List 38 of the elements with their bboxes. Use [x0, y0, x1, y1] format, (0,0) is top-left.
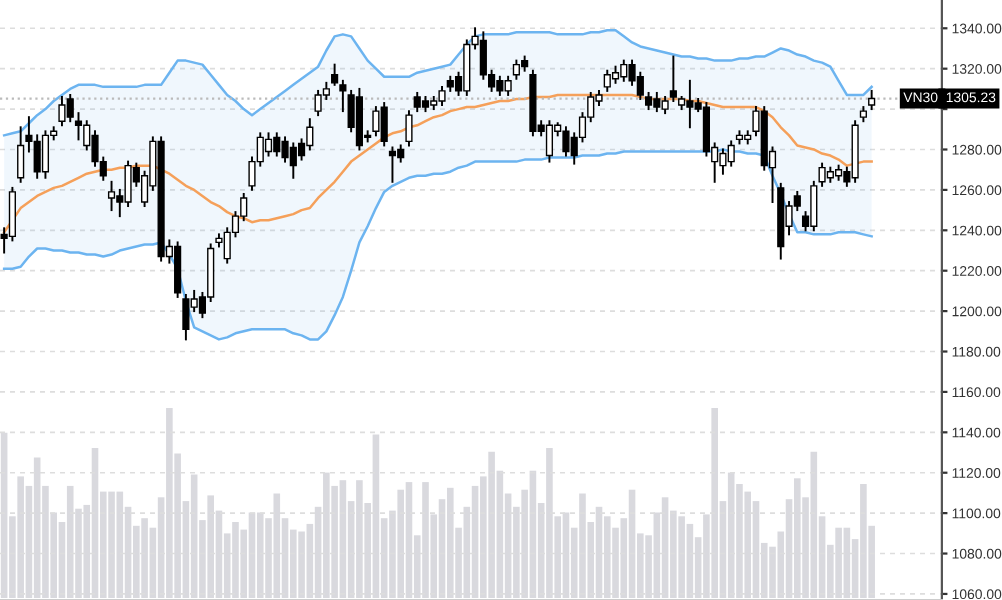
- candlestick: [719, 148, 727, 175]
- candlestick: [479, 31, 487, 80]
- candlestick: [74, 112, 83, 141]
- candlestick: [545, 120, 554, 163]
- candlestick: [413, 91, 421, 113]
- candlestick: [603, 69, 611, 92]
- candlestick: [289, 142, 297, 179]
- candlestick: [331, 63, 339, 86]
- candlestick: [727, 140, 735, 167]
- candlestick: [58, 96, 66, 127]
- candlestick: [264, 132, 273, 157]
- line-series: [2, 29, 873, 137]
- candlestick: [562, 126, 570, 157]
- candlestick: [17, 126, 25, 183]
- candlestick: [8, 186, 16, 242]
- candlestick: [669, 55, 677, 102]
- candlestick: [686, 79, 694, 129]
- candlestick: [405, 110, 413, 147]
- candlestick: [512, 59, 520, 80]
- candlestick: [41, 130, 50, 179]
- candlestick: [636, 71, 644, 100]
- candlestick: [33, 134, 41, 179]
- candlestick: [653, 91, 661, 113]
- candlestick: [380, 102, 388, 147]
- candlestick: [314, 89, 322, 117]
- candlestick: [182, 293, 190, 341]
- candlestick: [620, 59, 628, 82]
- candlestick: [463, 39, 471, 96]
- candlestick: [273, 132, 281, 157]
- candlestick: [66, 93, 74, 123]
- candlestick: [174, 241, 182, 298]
- candlestick: [107, 180, 116, 212]
- candlestick: [388, 146, 397, 183]
- candlestick: [372, 106, 380, 137]
- candlestick: [504, 75, 512, 96]
- candlestick: [868, 89, 876, 111]
- candlestick: [496, 75, 504, 96]
- candlestick: [702, 102, 710, 157]
